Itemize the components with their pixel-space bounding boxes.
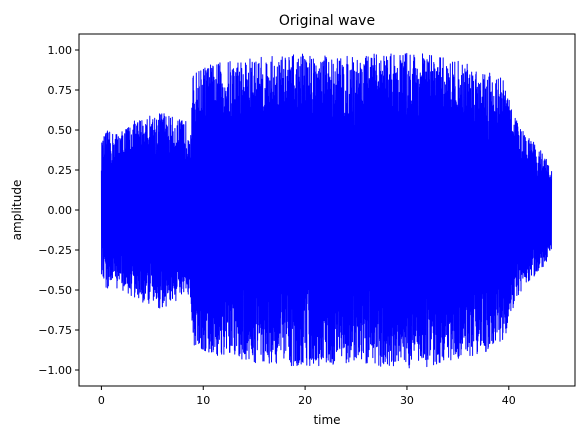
x-tick-label: 0 (98, 394, 105, 407)
y-tick-label: −1.00 (38, 364, 72, 377)
y-tick-label: 0.75 (48, 84, 73, 97)
y-tick-label: −0.50 (38, 284, 72, 297)
x-axis: 0 10 20 30 40 (98, 386, 516, 407)
x-axis-label: time (313, 413, 340, 427)
x-tick-label: 30 (400, 394, 414, 407)
y-axis-label: amplitude (10, 180, 24, 241)
chart-title: Original wave (279, 13, 375, 29)
series-layer (100, 52, 553, 369)
y-tick-label: 0.50 (48, 124, 73, 137)
y-tick-label: 0.25 (48, 164, 73, 177)
y-axis: 1.00 0.75 0.50 0.25 0.00 −0.25 −0.50 −0.75 −1.00 (38, 44, 79, 377)
y-tick-label: −0.25 (38, 244, 72, 257)
y-tick-label: 0.00 (48, 204, 73, 217)
x-tick-label: 40 (502, 394, 516, 407)
y-tick-label: 1.00 (48, 44, 73, 57)
waveform-series-line (100, 52, 553, 369)
x-tick-label: 10 (196, 394, 210, 407)
x-tick-label: 20 (298, 394, 312, 407)
y-tick-label: −0.75 (38, 324, 72, 337)
